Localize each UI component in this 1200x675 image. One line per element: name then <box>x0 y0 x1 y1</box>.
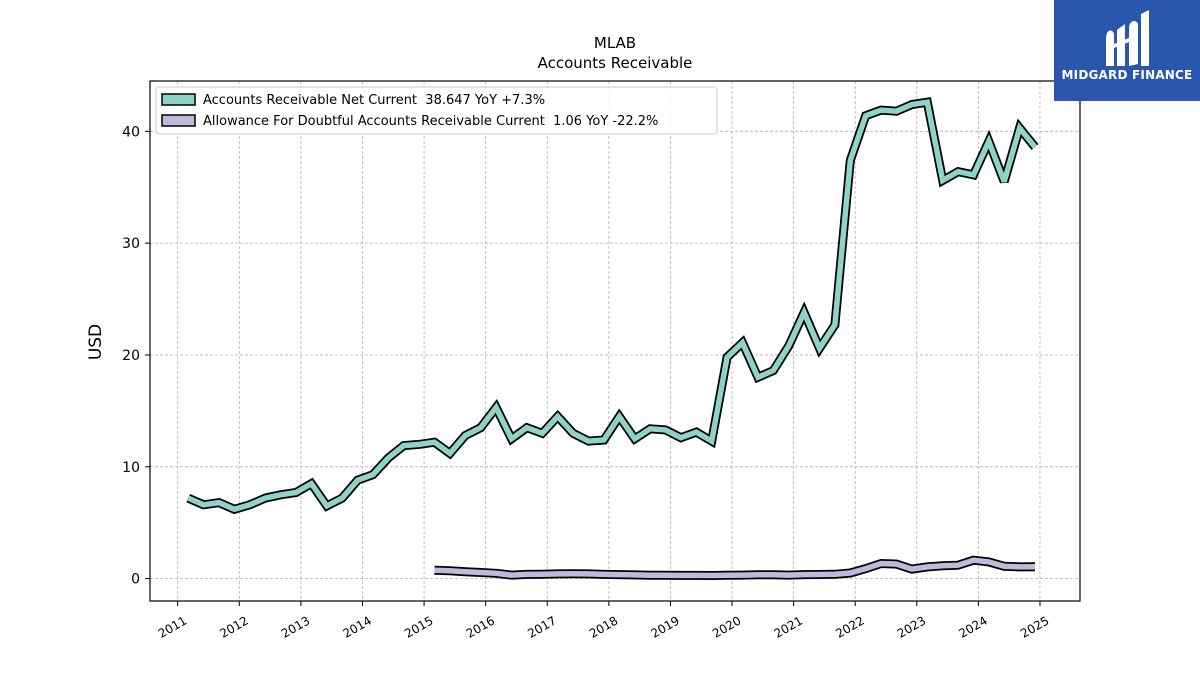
plot-frame <box>149 80 1081 602</box>
series-line-0 <box>187 99 1038 513</box>
chart-subtitle: Accounts Receivable <box>538 54 693 72</box>
brand-logo: MIDGARD FINANCE <box>1054 0 1200 101</box>
logo-text: MIDGARD FINANCE <box>1061 68 1193 82</box>
y-tick-label: 0 <box>131 572 140 588</box>
legend-box <box>155 86 718 135</box>
chart-title: MLAB <box>594 34 636 52</box>
y-axis: 0 10 20 30 40 <box>122 124 150 588</box>
legend-swatch-accounts-receivable <box>161 93 196 106</box>
y-tick-label: 20 <box>122 348 140 364</box>
y-axis-label: USD <box>86 324 106 360</box>
y-tick-label: 40 <box>122 124 140 140</box>
legend-label-accounts-receivable: Accounts Receivable Net Current 38.647 Y… <box>203 93 545 108</box>
legend: Accounts Receivable Net Current 38.647 Y… <box>155 86 718 135</box>
y-tick-label: 10 <box>122 460 140 476</box>
logo-mark-icon <box>1106 10 1149 66</box>
legend-swatch-allowance <box>161 114 196 127</box>
grid <box>150 81 1080 601</box>
y-tick-label: 30 <box>122 236 140 252</box>
series-group <box>186 97 1039 581</box>
series-line-1 <box>434 557 1036 579</box>
legend-label-allowance: Allowance For Doubtful Accounts Receivab… <box>203 114 658 129</box>
